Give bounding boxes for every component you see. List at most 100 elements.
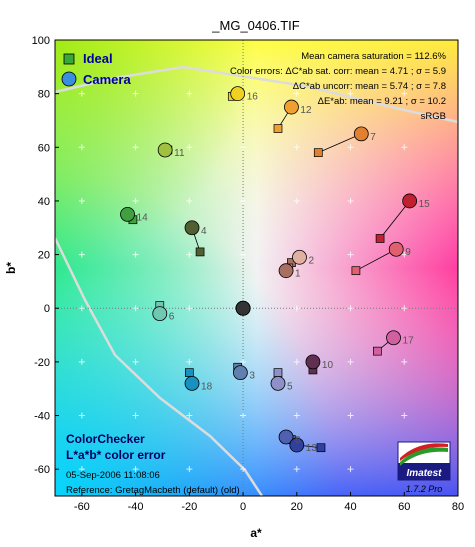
grid-cross <box>186 305 193 312</box>
grid-cross <box>240 251 247 258</box>
grid-cross <box>347 144 354 151</box>
grid-cross <box>293 197 300 204</box>
stats-dc-sat: Color errors: ΔC*ab sat. corr: mean = 4.… <box>230 66 446 77</box>
grid-cross <box>240 412 247 419</box>
grid-cross <box>78 251 85 258</box>
caption-title-1: ColorChecker <box>66 432 145 446</box>
camera-point <box>292 249 307 265</box>
caption-title-2: L*a*b* color error <box>66 448 166 462</box>
grid-cross <box>347 90 354 97</box>
grid-cross <box>186 358 193 365</box>
patch-label: 17 <box>403 336 415 347</box>
camera-point <box>232 365 248 381</box>
grid-cross <box>240 358 247 365</box>
ideal-point <box>184 368 194 377</box>
camera-point <box>284 99 299 115</box>
version-text: 1.7.2 Pro <box>406 484 443 494</box>
camera-point <box>289 437 305 453</box>
patch-label: 8 <box>295 435 301 446</box>
grid-cross <box>78 90 85 97</box>
grid-cross <box>186 466 193 473</box>
y-tick-label: 20 <box>38 250 50 262</box>
grid-cross <box>132 197 139 204</box>
error-line <box>379 200 410 239</box>
ideal-point <box>273 368 283 377</box>
patch-label: 6 <box>169 312 175 323</box>
grid-cross <box>132 90 139 97</box>
patch-label: 4 <box>201 226 207 237</box>
camera-point <box>157 142 173 158</box>
grid-cross <box>347 412 354 419</box>
ideal-point <box>316 443 326 453</box>
x-tick-label: -20 <box>181 501 197 513</box>
y-tick-label: -20 <box>34 357 50 369</box>
ideal-point <box>373 346 382 356</box>
grid-cross <box>186 197 193 204</box>
grid-cross <box>132 305 139 312</box>
plot-background <box>55 40 458 496</box>
x-tick-label: 60 <box>398 501 410 513</box>
camera-point <box>305 354 321 370</box>
error-line <box>355 248 397 272</box>
grid-cross <box>132 466 139 473</box>
grid-cross <box>78 305 85 312</box>
stats-block: Mean camera saturation = 112.6% Color er… <box>230 51 447 122</box>
grid-cross <box>186 144 193 151</box>
ideal-point <box>375 234 385 243</box>
grid-cross <box>132 251 139 258</box>
y-tick-label: 80 <box>38 89 50 101</box>
grid-cross <box>347 305 354 312</box>
chart-title: _MG_0406.TIF <box>211 18 299 33</box>
camera-point <box>386 330 401 346</box>
y-tick-label: 0 <box>44 303 50 315</box>
grid-cross <box>186 251 193 258</box>
legend: Ideal Camera <box>61 51 131 87</box>
x-tick-label: 80 <box>452 501 464 513</box>
patch-label: 14 <box>137 212 149 223</box>
grid-cross <box>347 197 354 204</box>
camera-point <box>184 220 200 236</box>
grid-cross <box>401 305 408 312</box>
camera-point <box>278 263 294 279</box>
legend-ideal-label: Ideal <box>83 51 113 66</box>
grid-cross <box>132 358 139 365</box>
stats-saturation: Mean camera saturation = 112.6% <box>301 51 446 62</box>
grid-cross <box>78 144 85 151</box>
caption-reference: Reference: GretagMacbeth (default) (old) <box>66 485 240 496</box>
grid-cross <box>293 412 300 419</box>
x-tick-label: 20 <box>291 501 303 513</box>
patch-label: 5 <box>287 381 293 392</box>
imatest-logo: Imatest 1.7.2 Pro <box>397 441 451 494</box>
grid-cross <box>293 358 300 365</box>
grid-cross <box>186 90 193 97</box>
plot-frame <box>54 39 459 497</box>
grid-cross <box>132 144 139 151</box>
legend-ideal-marker <box>63 53 75 65</box>
grid-cross <box>78 412 85 419</box>
grid-cross <box>401 144 408 151</box>
stats-dc-uncorr: ΔC*ab uncorr: mean = 5.74 ; σ = 7.8 <box>293 81 446 92</box>
patch-label: 9 <box>405 247 411 258</box>
camera-point <box>353 126 369 142</box>
grid-cross <box>240 466 247 473</box>
camera-point <box>230 86 246 102</box>
patch-label: 13 <box>306 443 318 454</box>
patch-label: 15 <box>419 199 431 210</box>
patch-label: 2 <box>308 255 314 266</box>
y-tick-label: -60 <box>34 464 50 476</box>
camera-point <box>278 429 294 445</box>
y-tick-label: -40 <box>34 411 50 423</box>
grid-cross <box>293 144 300 151</box>
x-tick-label: 0 <box>240 501 246 513</box>
grid-cross <box>401 412 408 419</box>
patch-label: 16 <box>247 92 259 103</box>
grid-cross <box>78 197 85 204</box>
y-axis-label: b* <box>4 262 18 274</box>
error-line <box>318 133 362 154</box>
chart-caption: ColorChecker L*a*b* color error 05-Sep-2… <box>66 432 240 496</box>
ideal-point <box>313 148 323 158</box>
grid-cross <box>401 358 408 365</box>
stats-colorspace: sRGB <box>421 111 446 122</box>
ideal-point <box>351 266 361 276</box>
x-axis-label: a* <box>250 526 262 540</box>
